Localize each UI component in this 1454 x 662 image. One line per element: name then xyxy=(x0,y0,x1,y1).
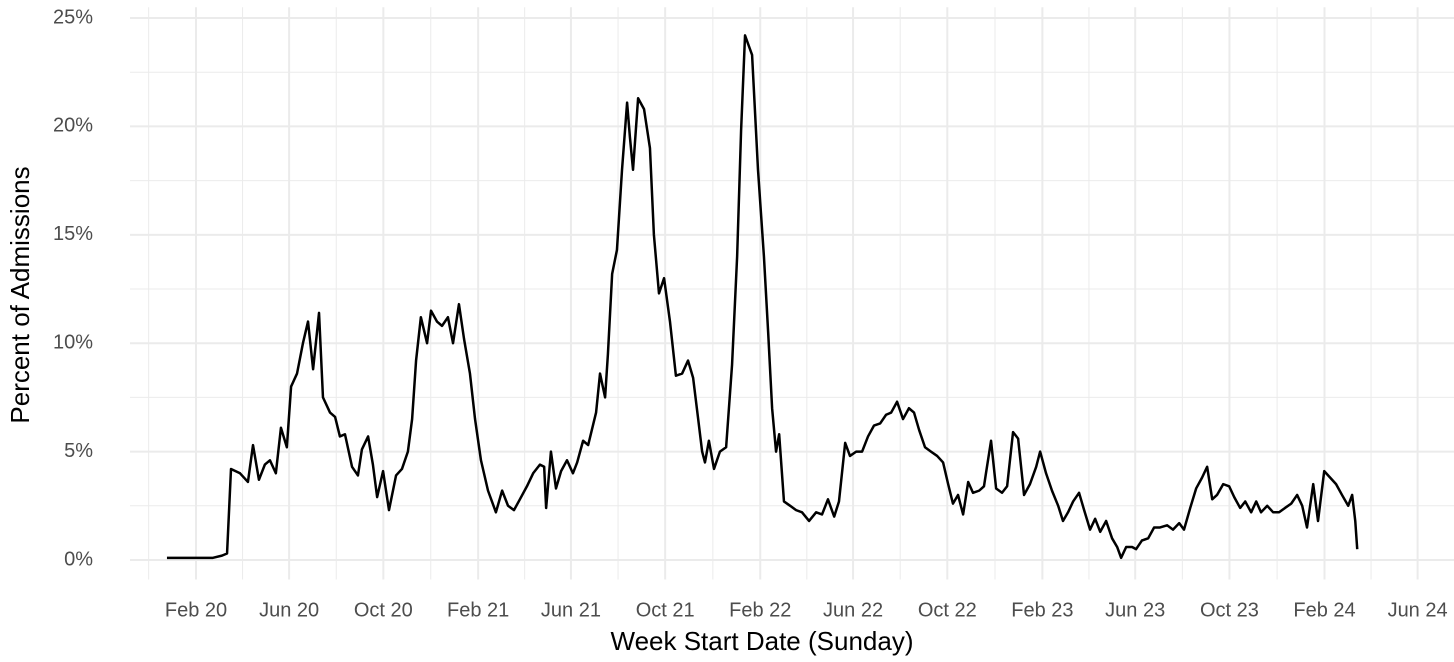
y-tick-label: 20% xyxy=(53,115,93,137)
x-tick-label: Jun 22 xyxy=(823,599,883,621)
x-tick-label: Jun 23 xyxy=(1105,599,1165,621)
x-tick-label: Jun 20 xyxy=(259,599,319,621)
y-axis-title: Percent of Admissions xyxy=(5,166,35,423)
x-tick-label: Feb 21 xyxy=(447,599,509,621)
x-tick-label: Feb 24 xyxy=(1293,599,1355,621)
x-tick-label: Jun 21 xyxy=(541,599,601,621)
y-tick-label: 15% xyxy=(53,223,93,245)
y-tick-label: 25% xyxy=(53,6,93,28)
x-tick-label: Feb 20 xyxy=(165,599,227,621)
x-tick-label: Oct 21 xyxy=(636,599,695,621)
x-tick-label: Oct 23 xyxy=(1200,599,1259,621)
y-tick-label: 10% xyxy=(53,331,93,353)
x-tick-label: Jun 24 xyxy=(1388,599,1448,621)
y-tick-label: 0% xyxy=(64,548,93,570)
y-tick-label: 5% xyxy=(64,440,93,462)
x-tick-label: Feb 23 xyxy=(1011,599,1073,621)
x-tick-label: Oct 22 xyxy=(918,599,977,621)
data-line xyxy=(166,34,1359,560)
x-axis-title: Week Start Date (Sunday) xyxy=(611,626,914,656)
x-tick-label: Feb 22 xyxy=(729,599,791,621)
x-tick-label: Oct 20 xyxy=(354,599,413,621)
